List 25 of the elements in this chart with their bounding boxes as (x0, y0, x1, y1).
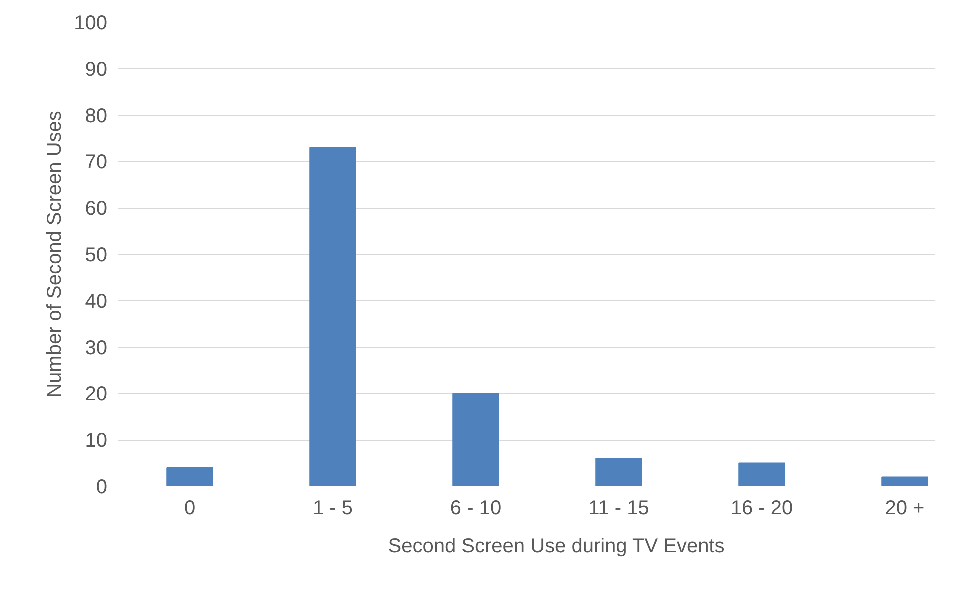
y-axis-title: Number of Second Screen Uses (44, 111, 66, 398)
bar (452, 393, 500, 486)
y-tick-label: 100 (74, 12, 108, 34)
y-tick-label: 10 (85, 430, 108, 452)
y-tick-label: 60 (85, 198, 108, 220)
y-tick-label: 50 (85, 244, 108, 266)
y-tick-label: 70 (85, 152, 108, 174)
y-tick-label: 40 (85, 290, 108, 313)
x-tick-label: 16 - 20 (730, 498, 794, 520)
x-tick-label: 0 (184, 498, 196, 520)
x-tick-label: 6 - 10 (450, 498, 502, 520)
bar (738, 462, 786, 486)
text: Second Screen Use during TV Events (388, 536, 725, 558)
x-tick-label: 11 - 15 (588, 498, 650, 520)
bar (596, 458, 642, 486)
y-tick-label: 20 (85, 384, 108, 406)
x-tick-label: 20 + (885, 498, 925, 520)
y-tick-label: 80 (85, 105, 108, 128)
x-tick-label: 1 - 5 (312, 498, 354, 520)
bar (310, 147, 356, 486)
bar (166, 467, 214, 486)
y-tick-label: 30 (85, 337, 108, 360)
bar (882, 476, 928, 486)
y-tick-label: 0 (96, 476, 108, 498)
y-tick-label: 90 (85, 58, 108, 81)
